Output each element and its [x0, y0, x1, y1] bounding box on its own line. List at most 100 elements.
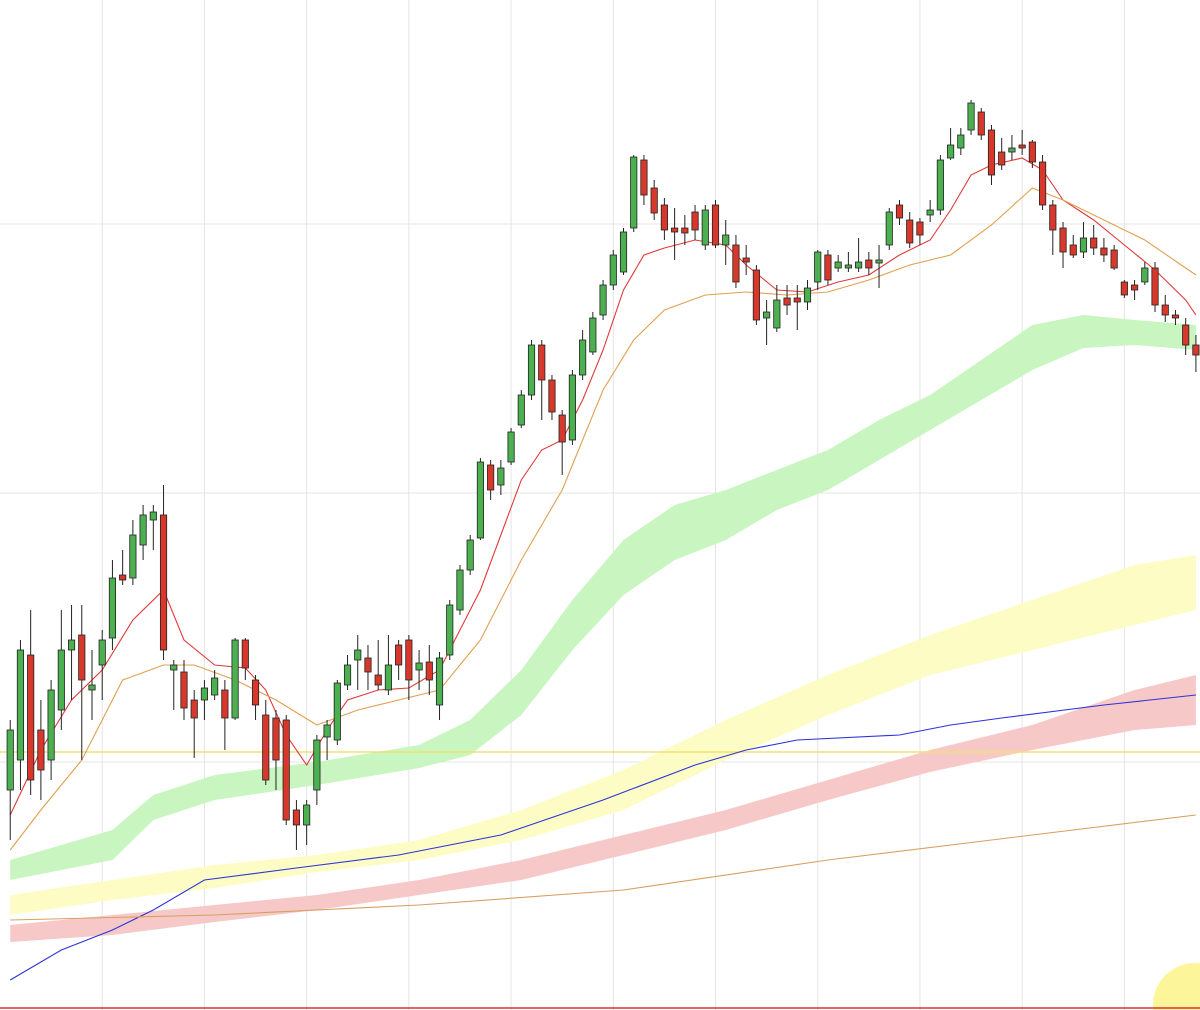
candle-body	[671, 227, 679, 233]
candle-body	[16, 649, 25, 761]
candle-body	[1120, 281, 1128, 296]
candle-body	[630, 156, 638, 229]
candle-body	[395, 644, 403, 666]
candle-body	[711, 204, 720, 246]
candle-body	[67, 639, 76, 651]
band	[10, 315, 1196, 880]
candle-body	[119, 574, 127, 581]
candle-body	[619, 231, 628, 273]
candle-body	[1059, 227, 1067, 253]
candle-body	[6, 729, 14, 791]
moving-average	[9, 187, 1197, 851]
candle-body	[323, 724, 331, 738]
candle-body	[803, 287, 812, 303]
candle-body	[374, 674, 382, 686]
candle-body	[47, 689, 55, 761]
candle-body	[435, 657, 444, 706]
candle-body	[1018, 144, 1026, 149]
corner-blob	[1153, 963, 1200, 1010]
candle-body	[282, 719, 290, 821]
candle-body	[200, 687, 208, 701]
candle-body	[722, 234, 730, 246]
candle-body	[987, 129, 996, 176]
candle-body	[855, 261, 863, 269]
candle-body	[732, 244, 740, 283]
candle-body	[292, 809, 300, 826]
candle-body	[998, 151, 1006, 166]
candle-body	[1039, 161, 1047, 206]
candle-body	[446, 604, 454, 656]
candle-body	[1069, 244, 1077, 256]
candle-body	[885, 211, 893, 246]
candle-body	[343, 664, 352, 686]
candle-body	[149, 511, 157, 521]
candle-body	[517, 394, 525, 426]
candle-body	[88, 684, 96, 691]
candle-body	[1192, 344, 1200, 356]
candle-body	[752, 269, 760, 321]
candle-body	[865, 259, 873, 269]
candles	[6, 100, 1200, 850]
candle-body	[977, 111, 985, 136]
candle-body	[579, 339, 587, 376]
candle-body	[527, 344, 536, 396]
candle-body	[1049, 204, 1057, 231]
candle-body	[1182, 324, 1190, 346]
candle-body	[681, 227, 689, 234]
candle-body	[384, 664, 392, 691]
candle-body	[834, 261, 842, 269]
candle-body	[139, 514, 147, 546]
candle-body	[497, 467, 505, 486]
candle-body	[425, 661, 433, 681]
candle-body	[650, 187, 658, 214]
candle-body	[159, 514, 168, 651]
moving-average	[10, 814, 1196, 921]
candle-body	[660, 204, 668, 231]
candle-body	[1028, 141, 1036, 163]
candle-body	[763, 311, 771, 319]
candle-body	[221, 689, 229, 719]
candle-body	[1008, 147, 1016, 153]
candle-body	[568, 374, 576, 441]
candle-body	[824, 254, 832, 281]
candle-body	[1079, 237, 1088, 253]
candle-body	[1151, 267, 1159, 306]
candle-body	[609, 254, 617, 286]
candle-body	[37, 729, 45, 771]
candle-body	[262, 714, 270, 781]
candle-body	[170, 664, 178, 671]
candle-body	[895, 204, 904, 219]
candle-body	[251, 679, 260, 706]
moving-average	[9, 157, 1197, 816]
candle-body	[108, 577, 117, 639]
candle-body	[231, 639, 239, 719]
candle-body	[926, 209, 934, 216]
candle-body	[1100, 247, 1108, 256]
lines	[0, 157, 1200, 1009]
candle-body	[875, 259, 883, 264]
candle-body	[916, 221, 924, 236]
candle-body	[640, 159, 648, 196]
candle-body	[1171, 314, 1180, 319]
candle-body	[466, 539, 474, 571]
candle-body	[313, 739, 321, 791]
candle-body	[405, 639, 413, 681]
candle-body	[967, 102, 975, 131]
candle-body	[947, 144, 955, 159]
candle-body	[558, 414, 566, 443]
candle-body	[129, 534, 137, 579]
bands	[10, 315, 1196, 942]
candle-body	[906, 219, 914, 244]
candle-body	[487, 464, 495, 491]
candle-body	[180, 671, 188, 709]
candle-body	[354, 649, 362, 661]
candle-body	[333, 682, 341, 741]
candle-body	[1141, 267, 1149, 283]
candle-body	[793, 297, 801, 303]
candle-body	[1131, 284, 1139, 291]
candle-body	[773, 299, 781, 329]
candle-body	[211, 677, 219, 696]
candle-body	[1161, 304, 1169, 316]
candle-body	[548, 379, 556, 413]
